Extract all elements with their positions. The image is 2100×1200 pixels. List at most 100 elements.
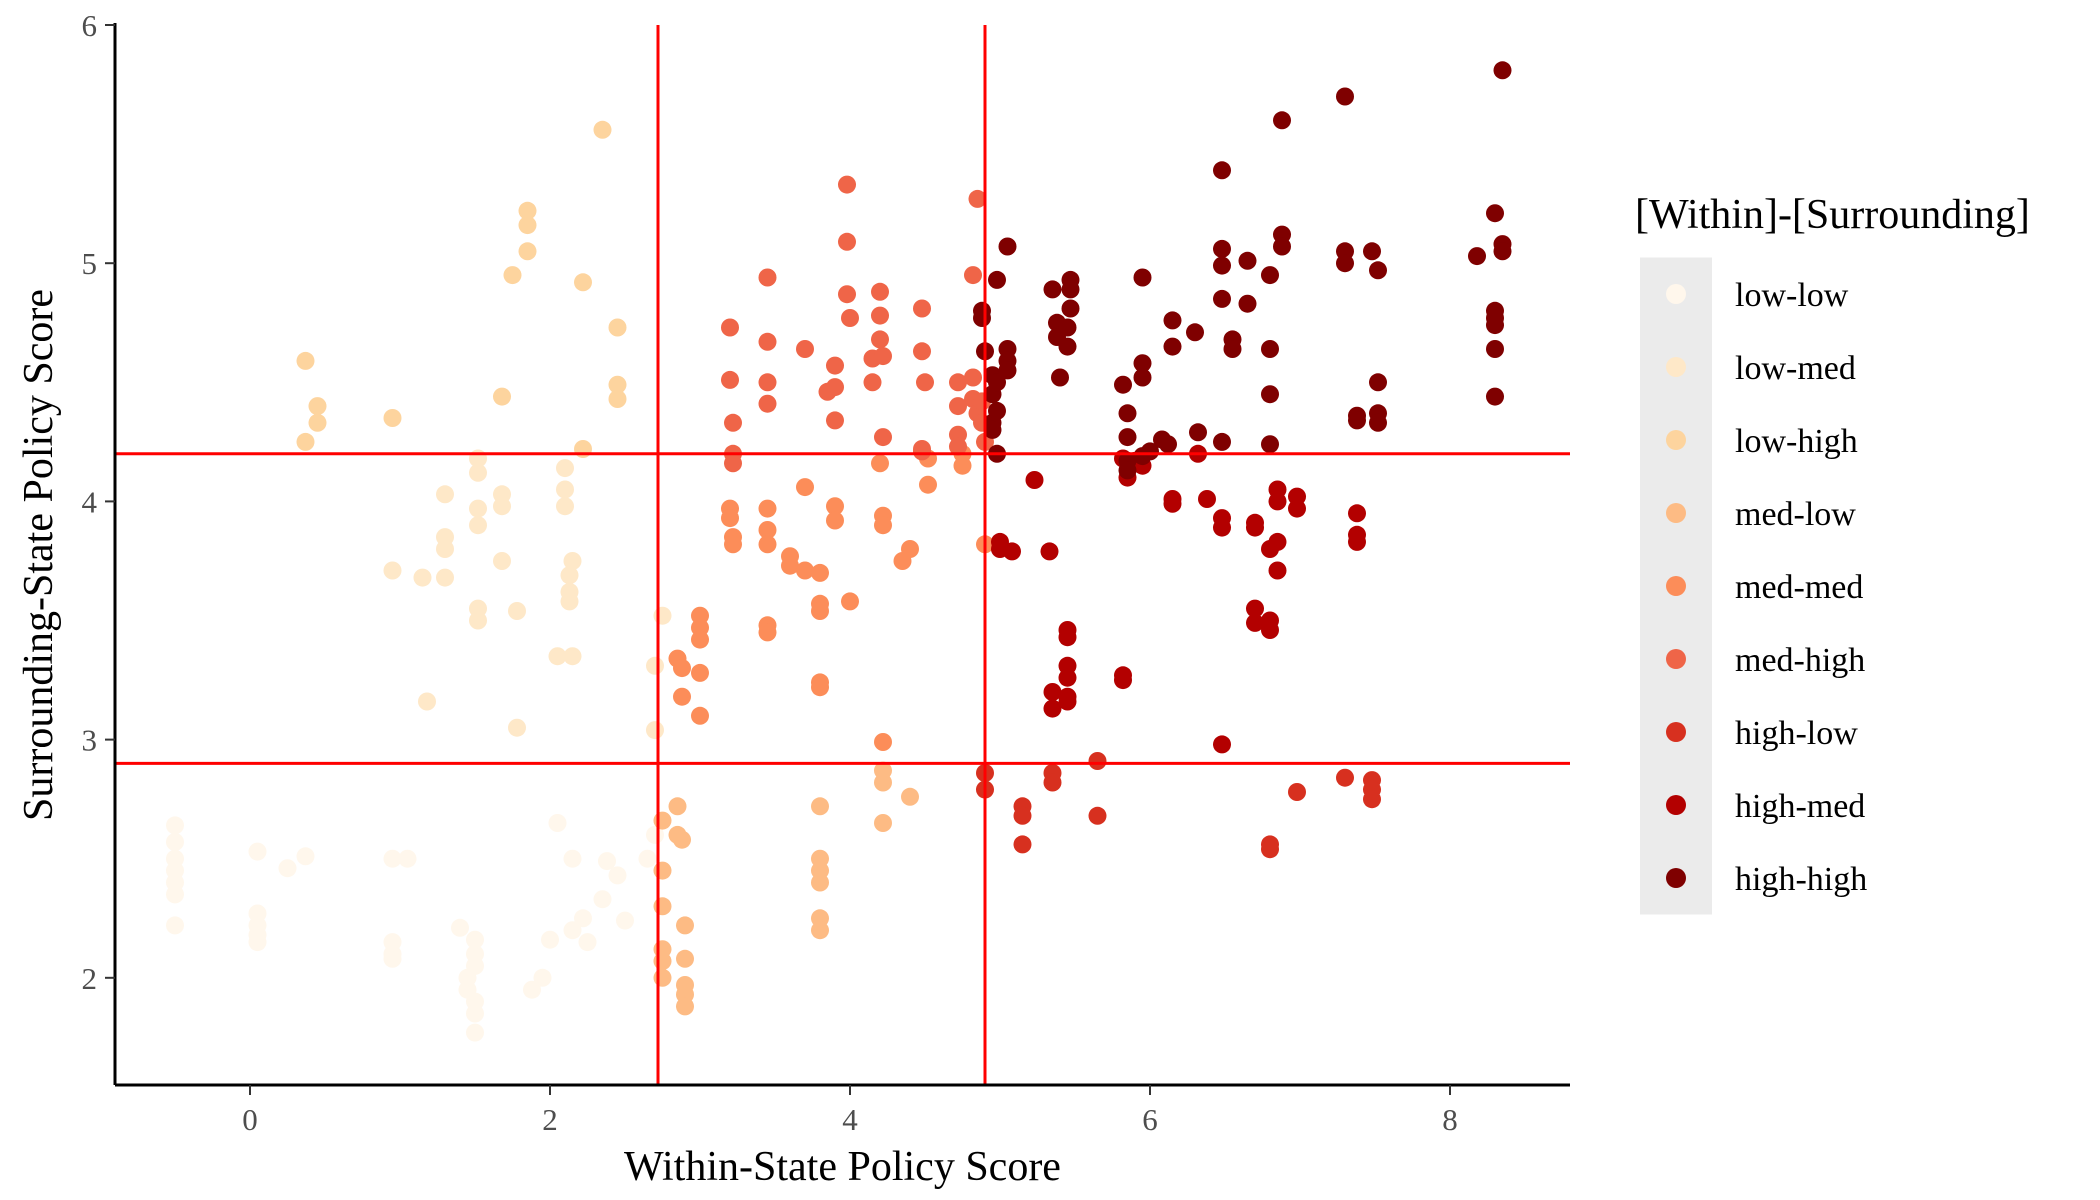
series-med-med bbox=[668, 444, 994, 751]
data-point bbox=[398, 849, 417, 868]
data-point bbox=[563, 552, 582, 570]
data-point bbox=[1493, 61, 1512, 80]
data-point bbox=[673, 659, 691, 678]
series-med-low bbox=[653, 761, 919, 1016]
data-point bbox=[964, 266, 982, 285]
data-point bbox=[296, 847, 315, 866]
data-point bbox=[1163, 494, 1182, 513]
data-point bbox=[676, 949, 694, 968]
data-point bbox=[469, 463, 487, 482]
legend-item-med-low: med-low bbox=[1666, 496, 1856, 533]
data-point bbox=[646, 656, 664, 675]
data-point bbox=[874, 516, 892, 535]
data-point bbox=[574, 273, 592, 292]
legend-item-high-low: high-low bbox=[1666, 715, 1858, 752]
data-point bbox=[1246, 518, 1264, 537]
data-point bbox=[493, 387, 511, 406]
data-point bbox=[1336, 87, 1354, 106]
data-point bbox=[1003, 542, 1021, 561]
data-point bbox=[1058, 692, 1077, 711]
data-point bbox=[1213, 518, 1231, 537]
data-point bbox=[871, 282, 889, 301]
data-point bbox=[913, 442, 931, 461]
data-point bbox=[826, 356, 844, 375]
data-point bbox=[383, 561, 402, 580]
data-point bbox=[758, 535, 777, 554]
data-point bbox=[653, 811, 672, 830]
data-point bbox=[1246, 613, 1264, 632]
data-point bbox=[1043, 280, 1062, 299]
data-point bbox=[518, 201, 537, 220]
data-point bbox=[308, 413, 327, 432]
data-point bbox=[1061, 299, 1080, 318]
data-point bbox=[508, 718, 526, 737]
legend-label: low-low bbox=[1735, 277, 1849, 314]
data-point bbox=[296, 432, 315, 451]
data-point bbox=[608, 866, 627, 885]
data-point bbox=[1486, 387, 1504, 406]
data-point bbox=[608, 390, 627, 408]
data-point bbox=[998, 361, 1017, 380]
data-point bbox=[638, 849, 657, 868]
data-point bbox=[1288, 783, 1306, 801]
y-tick-label: 5 bbox=[82, 246, 98, 281]
data-point bbox=[758, 394, 777, 413]
data-point bbox=[574, 909, 592, 928]
data-point bbox=[508, 602, 526, 620]
legend-item-high-high: high-high bbox=[1666, 861, 1867, 898]
data-point bbox=[383, 409, 402, 427]
x-tick-label: 4 bbox=[842, 1102, 858, 1137]
legend-key-dot bbox=[1666, 284, 1686, 304]
data-point bbox=[1213, 256, 1231, 275]
data-point bbox=[469, 516, 487, 535]
data-point bbox=[1088, 752, 1107, 770]
data-point bbox=[1114, 375, 1132, 394]
data-point bbox=[653, 861, 672, 880]
legend-label: med-med bbox=[1735, 569, 1863, 606]
data-point bbox=[913, 342, 931, 361]
data-point bbox=[811, 678, 829, 697]
legend-key-dot bbox=[1666, 795, 1686, 815]
data-point bbox=[988, 270, 1006, 289]
data-point bbox=[166, 833, 184, 851]
data-point bbox=[1061, 280, 1080, 299]
legend-label: med-low bbox=[1735, 496, 1856, 533]
data-point bbox=[1043, 699, 1062, 718]
data-point bbox=[574, 440, 592, 458]
data-point bbox=[953, 456, 972, 475]
data-point bbox=[1058, 668, 1077, 687]
data-point bbox=[383, 949, 402, 968]
data-point bbox=[1013, 835, 1032, 854]
data-point bbox=[1363, 790, 1381, 809]
data-point bbox=[871, 330, 889, 349]
series-high-med bbox=[991, 444, 1366, 754]
data-point bbox=[1493, 242, 1512, 261]
data-point bbox=[874, 347, 892, 366]
data-point bbox=[874, 428, 892, 447]
data-point bbox=[541, 930, 559, 949]
data-point bbox=[248, 933, 267, 952]
data-point bbox=[973, 309, 991, 327]
data-point bbox=[556, 497, 574, 516]
data-point bbox=[988, 373, 1006, 392]
data-point bbox=[673, 687, 691, 706]
data-point bbox=[548, 814, 567, 832]
y-tick-label: 2 bbox=[82, 961, 98, 996]
data-point bbox=[676, 997, 694, 1016]
legend-label: high-high bbox=[1735, 861, 1867, 898]
series-high-high bbox=[973, 61, 1512, 480]
data-point bbox=[811, 563, 829, 582]
y-ticks: 2 3 4 5 6 bbox=[82, 8, 115, 996]
data-point bbox=[616, 911, 634, 930]
legend-key-dot bbox=[1666, 503, 1686, 523]
data-point bbox=[248, 842, 267, 861]
data-point bbox=[1025, 471, 1044, 489]
data-point bbox=[1223, 340, 1242, 358]
data-point bbox=[1238, 294, 1257, 313]
data-point bbox=[598, 852, 616, 871]
data-point bbox=[724, 535, 742, 554]
data-point bbox=[1238, 251, 1257, 270]
series-low-med bbox=[383, 449, 672, 740]
data-point bbox=[1118, 461, 1137, 480]
